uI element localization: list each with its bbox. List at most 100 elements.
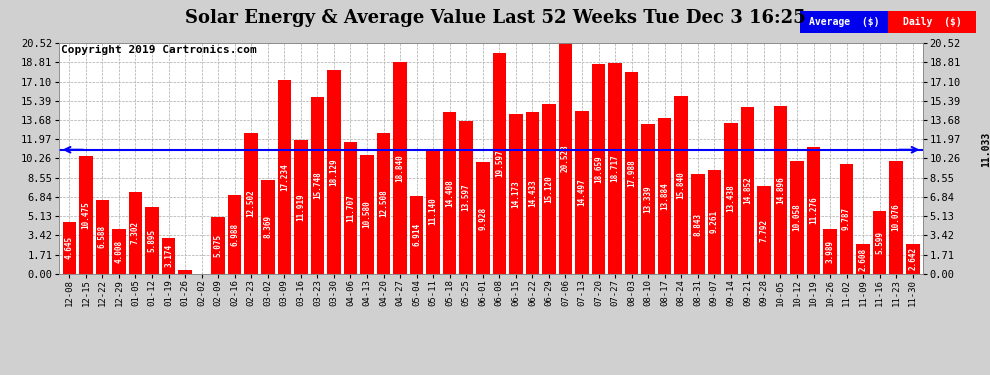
Text: 5.075: 5.075 — [214, 234, 223, 257]
Bar — [757, 186, 770, 274]
Bar — [377, 133, 390, 274]
Bar — [625, 72, 639, 274]
Text: 8.369: 8.369 — [263, 215, 272, 238]
Text: 5.895: 5.895 — [148, 229, 156, 252]
Bar — [294, 140, 308, 274]
Bar — [360, 155, 374, 274]
Bar — [873, 211, 886, 274]
Text: 9.928: 9.928 — [478, 206, 487, 230]
Text: 3.989: 3.989 — [826, 240, 835, 263]
Bar — [112, 229, 126, 274]
Bar — [708, 170, 721, 274]
Bar — [526, 111, 540, 274]
Bar — [443, 112, 456, 274]
Text: 17.234: 17.234 — [280, 163, 289, 191]
Text: 9.787: 9.787 — [842, 207, 851, 230]
Bar — [608, 63, 622, 274]
Bar — [261, 180, 274, 274]
Text: 18.840: 18.840 — [396, 154, 405, 182]
Text: Solar Energy & Average Value Last 52 Weeks Tue Dec 3 16:25: Solar Energy & Average Value Last 52 Wee… — [184, 9, 806, 27]
Bar — [575, 111, 589, 274]
Text: 19.597: 19.597 — [495, 150, 504, 177]
Text: 2.608: 2.608 — [858, 248, 867, 271]
Text: Daily  ($): Daily ($) — [903, 17, 961, 27]
Text: 13.884: 13.884 — [660, 182, 669, 210]
Text: 4.645: 4.645 — [64, 236, 74, 259]
Text: 14.433: 14.433 — [528, 179, 537, 207]
Text: 3.174: 3.174 — [164, 244, 173, 267]
Bar — [79, 156, 93, 274]
Text: 11.276: 11.276 — [809, 196, 818, 224]
Text: 10.076: 10.076 — [892, 203, 901, 231]
Text: 11.140: 11.140 — [429, 197, 438, 225]
Bar — [741, 107, 754, 274]
Text: 14.173: 14.173 — [512, 180, 521, 208]
Bar — [476, 162, 489, 274]
Text: 11.707: 11.707 — [346, 194, 355, 222]
Text: 4.008: 4.008 — [115, 240, 124, 263]
Text: 13.597: 13.597 — [461, 183, 470, 211]
Bar — [840, 164, 853, 274]
Bar — [724, 123, 738, 274]
Bar — [674, 96, 688, 274]
Text: 14.408: 14.408 — [446, 179, 454, 207]
Bar — [178, 270, 192, 274]
Bar — [245, 133, 258, 274]
Bar — [129, 192, 143, 274]
Text: 20.523: 20.523 — [561, 144, 570, 172]
Text: 6.988: 6.988 — [231, 223, 240, 246]
Bar — [543, 104, 555, 274]
Bar — [96, 200, 109, 274]
Bar — [658, 118, 671, 274]
Text: 7.302: 7.302 — [131, 221, 140, 244]
Text: 18.717: 18.717 — [611, 155, 620, 183]
Bar — [807, 147, 821, 274]
Text: 11.919: 11.919 — [296, 193, 305, 220]
Bar — [327, 70, 341, 274]
Bar — [592, 64, 605, 274]
Text: Copyright 2019 Cartronics.com: Copyright 2019 Cartronics.com — [61, 45, 257, 55]
Bar — [410, 196, 424, 274]
Bar — [493, 54, 506, 274]
Text: 15.748: 15.748 — [313, 171, 322, 199]
Text: 15.120: 15.120 — [544, 175, 553, 202]
Text: 12.502: 12.502 — [247, 190, 255, 217]
Text: 17.988: 17.988 — [627, 159, 637, 186]
Bar — [773, 106, 787, 274]
FancyBboxPatch shape — [800, 10, 888, 33]
Text: 13.438: 13.438 — [727, 184, 736, 212]
Text: 5.599: 5.599 — [875, 231, 884, 254]
Text: 10.058: 10.058 — [792, 203, 802, 231]
Text: 18.129: 18.129 — [330, 158, 339, 186]
Text: 6.588: 6.588 — [98, 225, 107, 248]
Bar — [277, 80, 291, 274]
Text: 14.896: 14.896 — [776, 176, 785, 204]
Bar — [824, 229, 837, 274]
Text: 10.475: 10.475 — [81, 201, 90, 229]
Bar — [161, 238, 175, 274]
Text: 10.580: 10.580 — [362, 200, 371, 228]
Text: 15.840: 15.840 — [677, 171, 686, 199]
Text: Average  ($): Average ($) — [809, 17, 879, 27]
Text: 6.914: 6.914 — [412, 224, 421, 246]
Text: 11.033: 11.033 — [981, 132, 990, 167]
Bar — [393, 62, 407, 274]
Bar — [459, 121, 473, 274]
Bar — [228, 195, 242, 274]
Text: 9.261: 9.261 — [710, 210, 719, 233]
Text: 18.659: 18.659 — [594, 155, 603, 183]
Bar — [344, 142, 357, 274]
Text: 14.852: 14.852 — [742, 176, 751, 204]
Bar — [212, 217, 225, 274]
Text: 7.792: 7.792 — [759, 218, 768, 242]
Text: 2.642: 2.642 — [908, 248, 918, 270]
Bar — [509, 114, 523, 274]
Bar — [311, 97, 324, 274]
Text: 13.339: 13.339 — [644, 185, 652, 213]
Bar — [558, 43, 572, 274]
Bar — [906, 244, 920, 274]
Bar — [62, 222, 76, 274]
Bar — [856, 244, 870, 274]
Text: 8.843: 8.843 — [693, 213, 702, 236]
Bar — [146, 207, 158, 274]
